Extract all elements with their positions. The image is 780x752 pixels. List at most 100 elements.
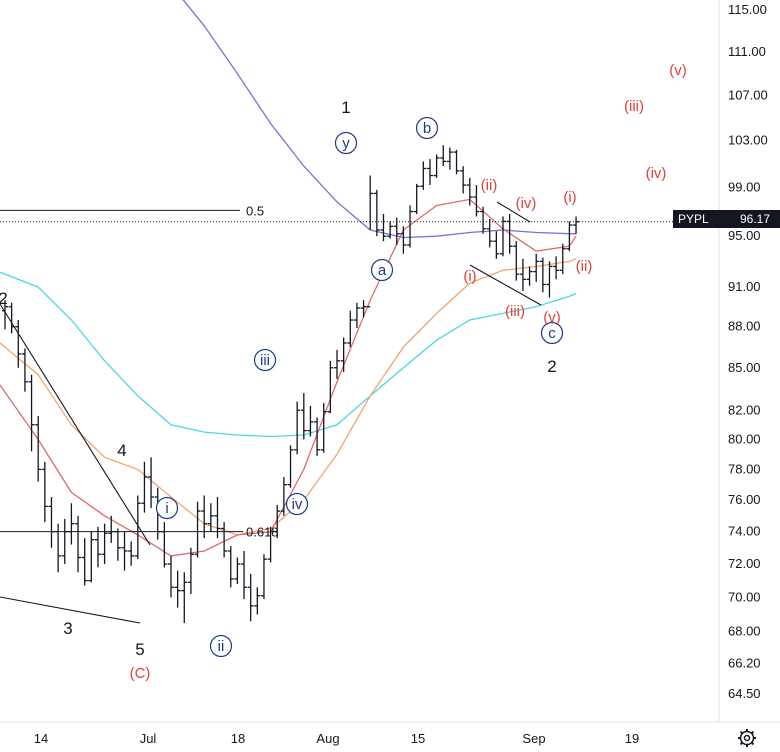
price-bar [500, 216, 506, 257]
price-bar [546, 261, 553, 298]
wave-label: 1 [341, 98, 350, 117]
price-bar [573, 216, 580, 234]
x-tick-label: 15 [411, 731, 425, 746]
price-bar [526, 266, 533, 286]
price-bar [307, 405, 314, 437]
price-bar [94, 526, 101, 568]
price-bar [413, 183, 420, 215]
price-bar [314, 417, 321, 456]
wave-label: (v) [669, 62, 687, 79]
wave-label: i [165, 500, 168, 517]
wave-label: 2 [547, 357, 556, 376]
last-price-marker: PYPL 96.17 [673, 210, 780, 228]
price-bar [260, 554, 267, 600]
price-bar [387, 221, 394, 239]
price-bar [267, 526, 274, 563]
price-bar [61, 518, 68, 565]
y-axis[interactable]: 115.00 111.00 107.00 103.00 99.00 95.00 91.00 8… [728, 2, 768, 701]
wave-label: (ii) [481, 177, 498, 194]
y-tick-label: 68.00 [728, 624, 761, 639]
price-bar [241, 551, 248, 600]
wave-label: 2 [0, 289, 8, 308]
price-bar [493, 231, 500, 259]
price-bar [227, 546, 234, 588]
price-bar [21, 348, 28, 392]
price-bar [373, 189, 380, 237]
wave-label-circled: y [334, 131, 358, 155]
price-bar [513, 241, 520, 281]
trend-line [469, 264, 542, 306]
y-tick-label: 107.00 [728, 88, 768, 103]
price-bar [174, 570, 181, 608]
price-bar [453, 149, 460, 175]
price-bar [460, 166, 467, 194]
y-tick-label: 76.00 [728, 492, 761, 507]
y-tick-label: 72.00 [728, 556, 761, 571]
price-bar [68, 503, 75, 545]
price-bar [148, 457, 155, 508]
price-bar [194, 501, 201, 558]
y-tick-label: 91.00 [728, 279, 761, 294]
wave-labels: 122345(C)iiiiiiivyabc(i)(ii)(iii)(iv)(v)… [0, 62, 687, 682]
price-bar [473, 185, 480, 217]
price-bar [553, 256, 560, 280]
price-bar [187, 547, 194, 595]
wave-label: (ii) [576, 258, 593, 275]
price-bar [294, 401, 301, 455]
price-bar [134, 495, 141, 560]
wave-label: (C) [130, 665, 151, 682]
price-bar [400, 226, 407, 254]
wave-label-circled: i [155, 496, 179, 520]
price-bar [393, 217, 400, 245]
x-tick-label: Sep [522, 731, 545, 746]
price-bar [8, 302, 15, 334]
price-bar [121, 531, 128, 571]
wave-label: y [342, 135, 350, 152]
x-tick-label: 18 [231, 731, 245, 746]
wave-label-circled: b [415, 116, 439, 140]
price-bar [55, 523, 62, 573]
price-bar [88, 531, 95, 583]
fib-level-label: 0.618 [246, 525, 279, 540]
price-bar [207, 503, 214, 532]
wave-label: b [423, 120, 431, 137]
wave-label: c [548, 325, 556, 342]
x-axis[interactable]: 14 Jul 18 Aug 15 Sep 19 [34, 731, 639, 746]
price-bar [327, 360, 334, 414]
price-bar [141, 461, 148, 513]
price-bar [181, 572, 188, 624]
price-bar [440, 145, 447, 167]
y-tick-label: 64.50 [728, 686, 761, 701]
fib-level-label: 0.5 [246, 203, 264, 218]
price-bar [300, 393, 307, 440]
y-tick-label: 70.00 [728, 589, 761, 604]
price-bar [234, 557, 241, 584]
price-bar [360, 300, 367, 318]
wave-label-circled: a [370, 258, 394, 282]
x-tick-label: Jul [140, 731, 157, 746]
price-bar [287, 445, 294, 488]
price-bar [334, 349, 340, 379]
price-bar [41, 461, 48, 523]
y-tick-label: 95.00 [728, 228, 761, 243]
wave-label: (iv) [516, 195, 537, 212]
price-bar [539, 257, 546, 293]
price-bar [214, 497, 221, 539]
wave-label: a [378, 262, 387, 279]
price-bar [420, 161, 427, 190]
wave-label: (i) [563, 189, 576, 206]
price-bar [407, 205, 414, 248]
y-tick-label: 85.00 [728, 360, 761, 375]
price-bar [128, 541, 135, 566]
price-bar [566, 221, 573, 252]
price-bar [353, 302, 360, 329]
wave-label: 3 [63, 619, 72, 638]
wave-label: iv [292, 496, 303, 513]
gear-icon[interactable] [738, 729, 756, 747]
price-bars [2, 145, 580, 624]
price-bar [433, 154, 440, 178]
y-tick-label: 99.00 [728, 179, 761, 194]
wave-label-circled: iii [253, 348, 277, 372]
price-bar [506, 214, 513, 254]
